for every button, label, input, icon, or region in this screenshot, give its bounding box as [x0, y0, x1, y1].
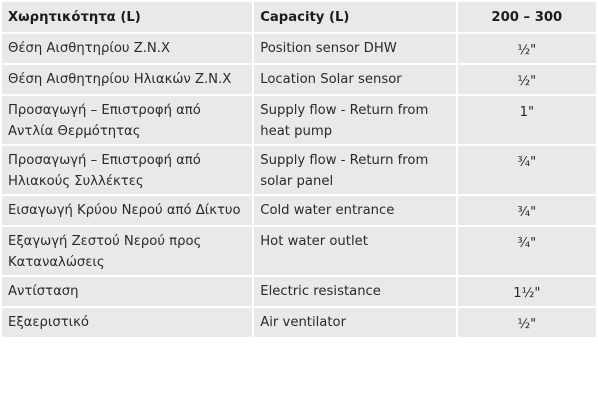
cell-value: ¾" — [457, 227, 596, 275]
cell-greek: Θέση Αισθητηρίου Ζ.Ν.Χ — [2, 34, 253, 63]
table-row: Προσαγωγή – Επιστροφή από Αντλία Θερμότη… — [2, 96, 596, 144]
cell-english: Hot water outlet — [254, 227, 456, 275]
cell-english: Air ventilator — [254, 308, 456, 337]
cell-greek: Εξαγωγή Ζεστού Νερού προς Καταναλώσεις — [2, 227, 253, 275]
cell-english: Cold water entrance — [254, 196, 456, 225]
table-row: Εισαγωγή Κρύου Νερού από Δίκτυο Cold wat… — [2, 196, 596, 225]
header-range: 200 – 300 — [457, 2, 596, 32]
cell-greek: Θέση Αισθητηρίου Ηλιακών Ζ.Ν.Χ — [2, 65, 253, 94]
table-row: Θέση Αισθητηρίου Ηλιακών Ζ.Ν.Χ Location … — [2, 65, 596, 94]
cell-english: Location Solar sensor — [254, 65, 456, 94]
cell-english: Electric resistance — [254, 277, 456, 306]
specifications-table: Χωρητικότητα (L) Capacity (L) 200 – 300 … — [2, 2, 596, 337]
table-row: Αντίσταση Electric resistance 1½" — [2, 277, 596, 306]
table-header-row: Χωρητικότητα (L) Capacity (L) 200 – 300 — [2, 2, 596, 32]
cell-greek: Προσαγωγή – Επιστροφή από Ηλιακούς Συλλέ… — [2, 146, 253, 194]
table-row: Προσαγωγή – Επιστροφή από Ηλιακούς Συλλέ… — [2, 146, 596, 194]
cell-greek: Εισαγωγή Κρύου Νερού από Δίκτυο — [2, 196, 253, 225]
cell-english: Position sensor DHW — [254, 34, 456, 63]
cell-value: 1½" — [457, 277, 596, 306]
cell-value: 1" — [457, 96, 596, 144]
cell-greek: Προσαγωγή – Επιστροφή από Αντλία Θερμότη… — [2, 96, 253, 144]
cell-greek: Αντίσταση — [2, 277, 253, 306]
cell-value: ¾" — [457, 196, 596, 225]
table-row: Εξαεριστικό Air ventilator ½" — [2, 308, 596, 337]
header-greek: Χωρητικότητα (L) — [2, 2, 253, 32]
table-row: Εξαγωγή Ζεστού Νερού προς Καταναλώσεις H… — [2, 227, 596, 275]
header-english: Capacity (L) — [254, 2, 456, 32]
table-row: Θέση Αισθητηρίου Ζ.Ν.Χ Position sensor D… — [2, 34, 596, 63]
cell-value: ½" — [457, 308, 596, 337]
cell-value: ¾" — [457, 146, 596, 194]
cell-greek: Εξαεριστικό — [2, 308, 253, 337]
cell-english: Supply flow - Return from heat pump — [254, 96, 456, 144]
cell-value: ½" — [457, 34, 596, 63]
cell-english: Supply flow - Return from solar panel — [254, 146, 456, 194]
cell-value: ½" — [457, 65, 596, 94]
